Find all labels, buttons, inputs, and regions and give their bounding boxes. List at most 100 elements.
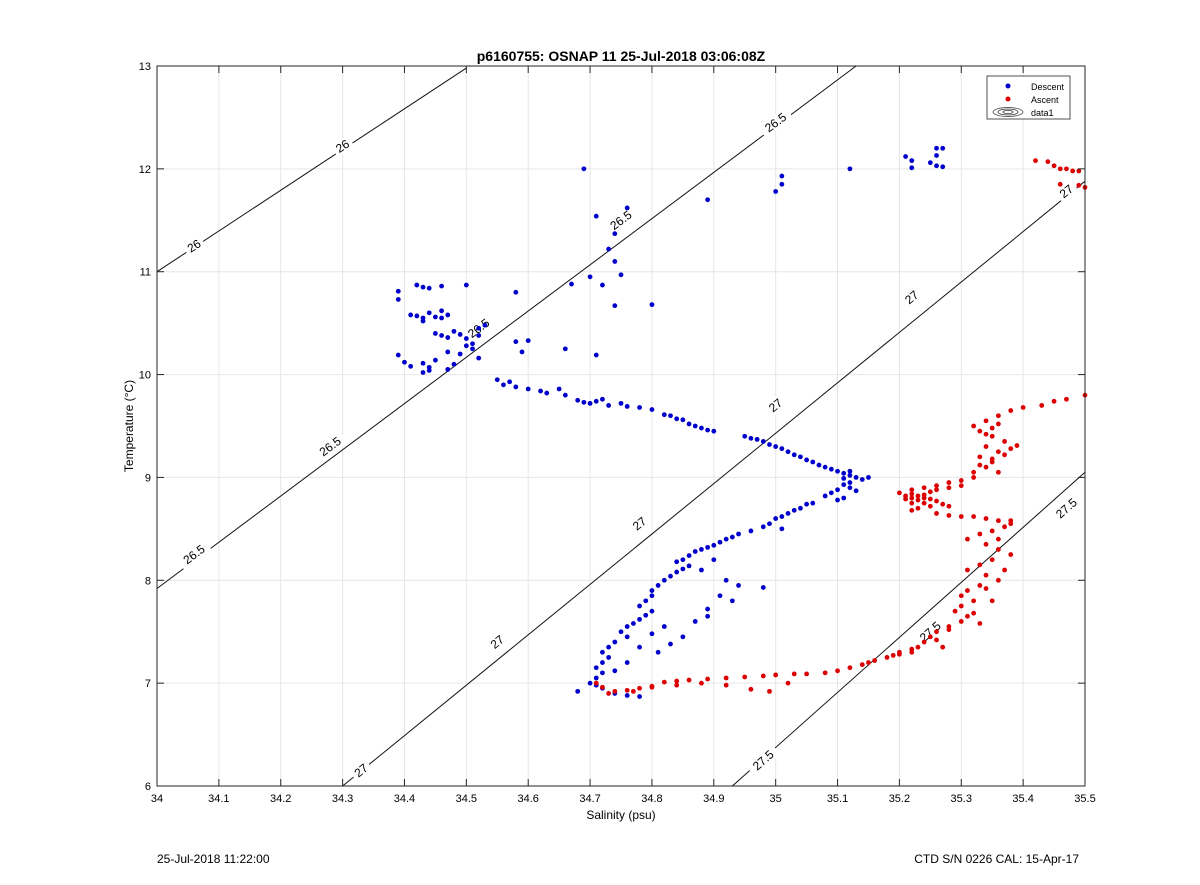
descent-point [637, 644, 642, 650]
ascent-point [686, 677, 692, 683]
density-contour-line [156, 65, 857, 589]
descent-point [476, 325, 482, 331]
descent-point [420, 318, 426, 324]
ascent-point [983, 464, 989, 470]
descent-point [699, 547, 704, 552]
descent-point [841, 495, 847, 501]
descent-point [903, 154, 908, 159]
descent-point [742, 433, 748, 439]
ascent-point [934, 511, 939, 516]
descent-point [779, 514, 785, 519]
descent-point [463, 282, 469, 288]
ascent-point [983, 586, 989, 591]
ascent-point [674, 682, 680, 688]
x-tick-label: 35.5 [1074, 793, 1095, 805]
descent-point [909, 158, 915, 164]
ascent-point [1064, 166, 1069, 172]
descent-point [835, 487, 840, 493]
descent-point [439, 308, 444, 314]
descent-point [618, 272, 624, 278]
descent-point [593, 213, 599, 219]
descent-point [414, 313, 420, 319]
ascent-point [822, 670, 828, 676]
ascent-point [983, 418, 989, 424]
descent-point [705, 197, 711, 203]
x-axis-label: Salinity (psu) [586, 808, 655, 822]
descent-point [395, 352, 401, 358]
descent-point [779, 173, 785, 179]
descent-point [593, 352, 599, 358]
descent-point [457, 332, 463, 337]
descent-point [680, 557, 686, 563]
x-tick-label: 34.3 [332, 793, 353, 805]
ascent-point [897, 649, 902, 655]
descent-point [847, 166, 853, 172]
descent-point [600, 282, 605, 288]
descent-point [785, 449, 791, 455]
ascent-point [606, 691, 612, 696]
contour-label-bg [312, 430, 349, 463]
ascent-point [760, 673, 766, 679]
ascent-point [995, 469, 1001, 475]
descent-point [729, 534, 735, 540]
legend: Descent Ascent data1 [986, 75, 1071, 120]
x-tick-label: 35.4 [1012, 793, 1033, 805]
contour-label-bg [1049, 491, 1084, 525]
ascent-point [958, 483, 964, 489]
y-tick-label: 10 [139, 370, 151, 382]
ascent-point [989, 528, 995, 534]
descent-point [593, 398, 599, 404]
ascent-point [983, 431, 989, 437]
descent-point [470, 346, 475, 352]
ascent-point [1057, 181, 1063, 187]
ascent-point [971, 423, 977, 429]
descent-point [618, 400, 624, 406]
descent-point [593, 665, 599, 671]
descent-point [420, 360, 426, 366]
y-tick-label: 13 [139, 61, 151, 73]
descent-point [445, 349, 451, 355]
descent-point [624, 693, 630, 698]
descent-point [853, 475, 859, 480]
descent-point [476, 355, 482, 361]
ascent-point [965, 567, 970, 573]
descent-point [426, 285, 432, 291]
ascent-point [977, 562, 983, 568]
descent-point [395, 297, 401, 302]
descent-point [767, 521, 772, 527]
ascent-point [971, 469, 977, 475]
legend-ascent-label: Ascent [1031, 95, 1059, 105]
descent-point [624, 205, 630, 211]
ascent-point [915, 505, 921, 511]
descent-point [773, 444, 779, 449]
descent-point [482, 322, 488, 328]
descent-point [649, 302, 655, 308]
descent-point [445, 367, 451, 372]
descent-point [507, 379, 513, 385]
ascent-point [612, 688, 618, 694]
density-contour-line [156, 67, 467, 273]
descent-point [736, 531, 741, 537]
descent-point [828, 466, 834, 472]
descent-point [680, 566, 686, 572]
descent-point [705, 427, 711, 433]
descent-point [760, 524, 766, 530]
descent-point [612, 668, 618, 674]
legend-data1-contour-icon [992, 107, 1024, 117]
y-axis-label: Temperature (°C) [122, 380, 136, 472]
descent-point [804, 457, 809, 463]
descent-point [859, 477, 865, 482]
descent-point [612, 231, 618, 237]
descent-point [606, 246, 612, 252]
axis-ticks: 34 34.1 34.2 34.3 34.4 34.5 34.6 34.7 34.8 34.9 35… [139, 61, 1096, 805]
data-points [395, 145, 1088, 699]
ascent-point [971, 514, 977, 519]
descent-point [649, 631, 655, 637]
ascent-point [921, 639, 927, 645]
descent-point [606, 655, 612, 660]
ascent-point [723, 682, 729, 688]
descent-point [624, 624, 630, 629]
ascent-point [971, 610, 977, 616]
descent-point [600, 660, 605, 665]
density-contour-line [732, 471, 1086, 787]
